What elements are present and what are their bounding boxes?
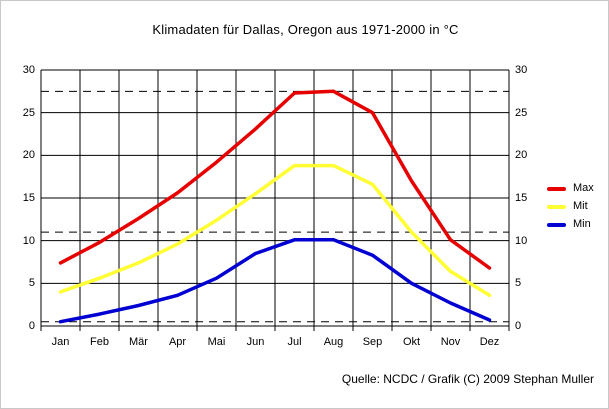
legend-item-max: Max xyxy=(547,182,594,195)
y-axis-label-left: 10 xyxy=(22,234,35,247)
x-axis-label: Jul xyxy=(287,336,302,348)
x-axis-label: Feb xyxy=(90,336,109,348)
y-axis-label-left: 30 xyxy=(22,64,35,76)
x-axis-label: Mai xyxy=(207,336,226,348)
x-axis-label: Sep xyxy=(362,336,383,348)
series-line-max xyxy=(58,89,492,270)
y-axis-label-right: 30 xyxy=(515,64,528,76)
legend-item-min: Min xyxy=(547,218,594,231)
y-axis-label-left: 25 xyxy=(22,106,35,119)
legend-item-mit: Mit xyxy=(547,200,594,213)
legend-swatch-min-icon xyxy=(547,222,566,227)
chart-title: Klimadaten für Dallas, Oregon aus 1971-2… xyxy=(152,22,459,37)
y-axis-label-left: 5 xyxy=(28,277,35,290)
legend: Max Mit Min xyxy=(547,182,594,236)
x-axis-label: Jun xyxy=(246,336,265,348)
legend-label-min: Min xyxy=(573,218,591,230)
legend-label-mit: Mit xyxy=(573,200,588,212)
y-axis-label-left: 0 xyxy=(28,320,35,332)
x-axis-label: Nov xyxy=(440,336,461,348)
y-axis-label-left: 15 xyxy=(22,192,35,204)
series-line-mit xyxy=(58,163,492,298)
x-axis-label: Mär xyxy=(129,336,148,348)
legend-label-max: Max xyxy=(573,182,594,194)
source-credit: Quelle: NCDC / Grafik (C) 2009 Stephan M… xyxy=(341,372,594,386)
legend-swatch-max-icon xyxy=(547,186,566,191)
y-axis-label-right: 10 xyxy=(515,234,528,247)
x-axis-label: Aug xyxy=(323,336,344,348)
x-axis-label: Jan xyxy=(51,336,70,348)
y-axis-label-right: 0 xyxy=(515,320,522,332)
x-axis-label: Apr xyxy=(168,336,187,348)
series-line-min xyxy=(58,238,492,324)
legend-swatch-mit-icon xyxy=(547,204,566,209)
y-axis-label-right: 15 xyxy=(515,192,528,204)
x-axis-label: Okt xyxy=(402,336,421,348)
y-axis-label-right: 20 xyxy=(515,149,528,162)
y-axis-label-left: 20 xyxy=(22,149,35,162)
y-axis-label-right: 25 xyxy=(515,106,528,119)
x-axis-label: Dez xyxy=(479,336,500,348)
y-axis-label-right: 5 xyxy=(515,277,522,290)
